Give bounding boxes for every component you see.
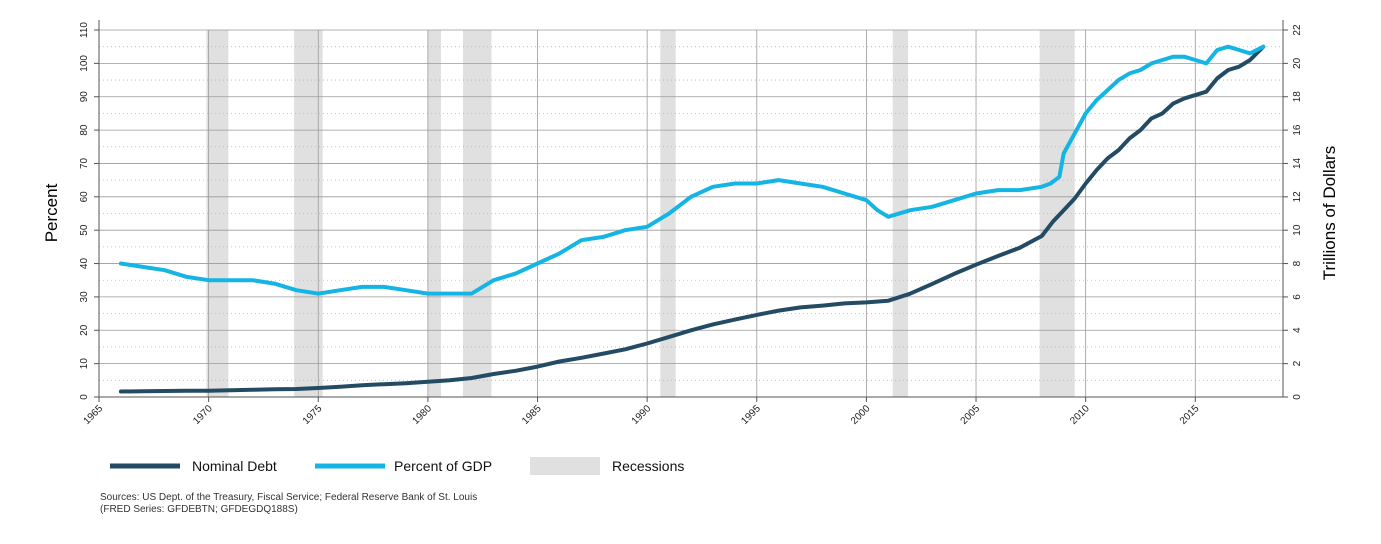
recession-band-2 xyxy=(427,30,442,397)
x-tick-label: 1990 xyxy=(630,403,654,427)
x-tick-label: 1970 xyxy=(191,403,215,427)
x-tick-label: 1985 xyxy=(520,403,544,427)
x-tick-label: 2015 xyxy=(1178,403,1202,427)
series-line-percent-of-gdp xyxy=(118,44,1266,296)
right-tick-label: 20 xyxy=(1292,57,1303,69)
right-tick-label: 4 xyxy=(1292,327,1303,333)
right-tick-label: 16 xyxy=(1292,124,1303,136)
right-tick-label: 6 xyxy=(1292,294,1303,300)
x-tick-label: 1975 xyxy=(301,403,325,427)
source-note: Sources: US Dept. of the Treasury, Fisca… xyxy=(100,492,478,515)
right-tick-label: 2 xyxy=(1292,360,1303,366)
right-tick-label: 14 xyxy=(1292,157,1303,169)
grid xyxy=(98,29,1283,398)
x-tick-label: 2005 xyxy=(959,403,983,427)
recession-band-6 xyxy=(1039,30,1075,397)
left-tick-label: 0 xyxy=(79,394,90,400)
right-tick-label: 22 xyxy=(1292,24,1303,36)
left-tick-label: 40 xyxy=(79,258,90,270)
right-tick-label: 12 xyxy=(1292,191,1303,203)
x-tick-label: 2010 xyxy=(1068,403,1092,427)
recession-band-0 xyxy=(206,30,229,397)
series-line-nominal-debt xyxy=(118,44,1266,394)
legend-label-recessions: Recessions xyxy=(612,458,684,474)
x-tick-label: 1965 xyxy=(82,403,106,427)
x-tick-label: 2000 xyxy=(849,403,873,427)
left-tick-label: 110 xyxy=(79,22,90,38)
x-tick-label: 1980 xyxy=(410,403,434,427)
legend-label-percent-gdp: Percent of GDP xyxy=(394,458,492,474)
left-tick-label: 50 xyxy=(79,224,90,236)
series-lines xyxy=(118,44,1266,394)
right-axis-title: Trillions of Dollars xyxy=(1320,146,1339,280)
right-tick-label: 10 xyxy=(1292,224,1303,236)
right-tick-label: 18 xyxy=(1292,91,1303,103)
legend: Nominal Debt Percent of GDP Recessions xyxy=(110,457,684,475)
right-tick-label: 0 xyxy=(1292,394,1303,400)
left-tick-label: 70 xyxy=(79,157,90,169)
legend-label-nominal-debt: Nominal Debt xyxy=(192,458,277,474)
left-tick-label: 80 xyxy=(79,124,90,136)
recession-bands xyxy=(206,30,1075,397)
x-tick-label: 1995 xyxy=(739,403,763,427)
left-tick-label: 100 xyxy=(79,55,90,72)
left-axis-title: Percent xyxy=(42,183,61,242)
left-tick-label: 30 xyxy=(79,291,90,303)
right-tick-label: 8 xyxy=(1292,260,1303,266)
left-tick-label: 20 xyxy=(79,324,90,336)
left-tick-label: 90 xyxy=(79,91,90,103)
left-tick-label: 10 xyxy=(79,358,90,370)
left-tick-label: 60 xyxy=(79,191,90,203)
legend-swatch-recessions xyxy=(530,457,600,475)
